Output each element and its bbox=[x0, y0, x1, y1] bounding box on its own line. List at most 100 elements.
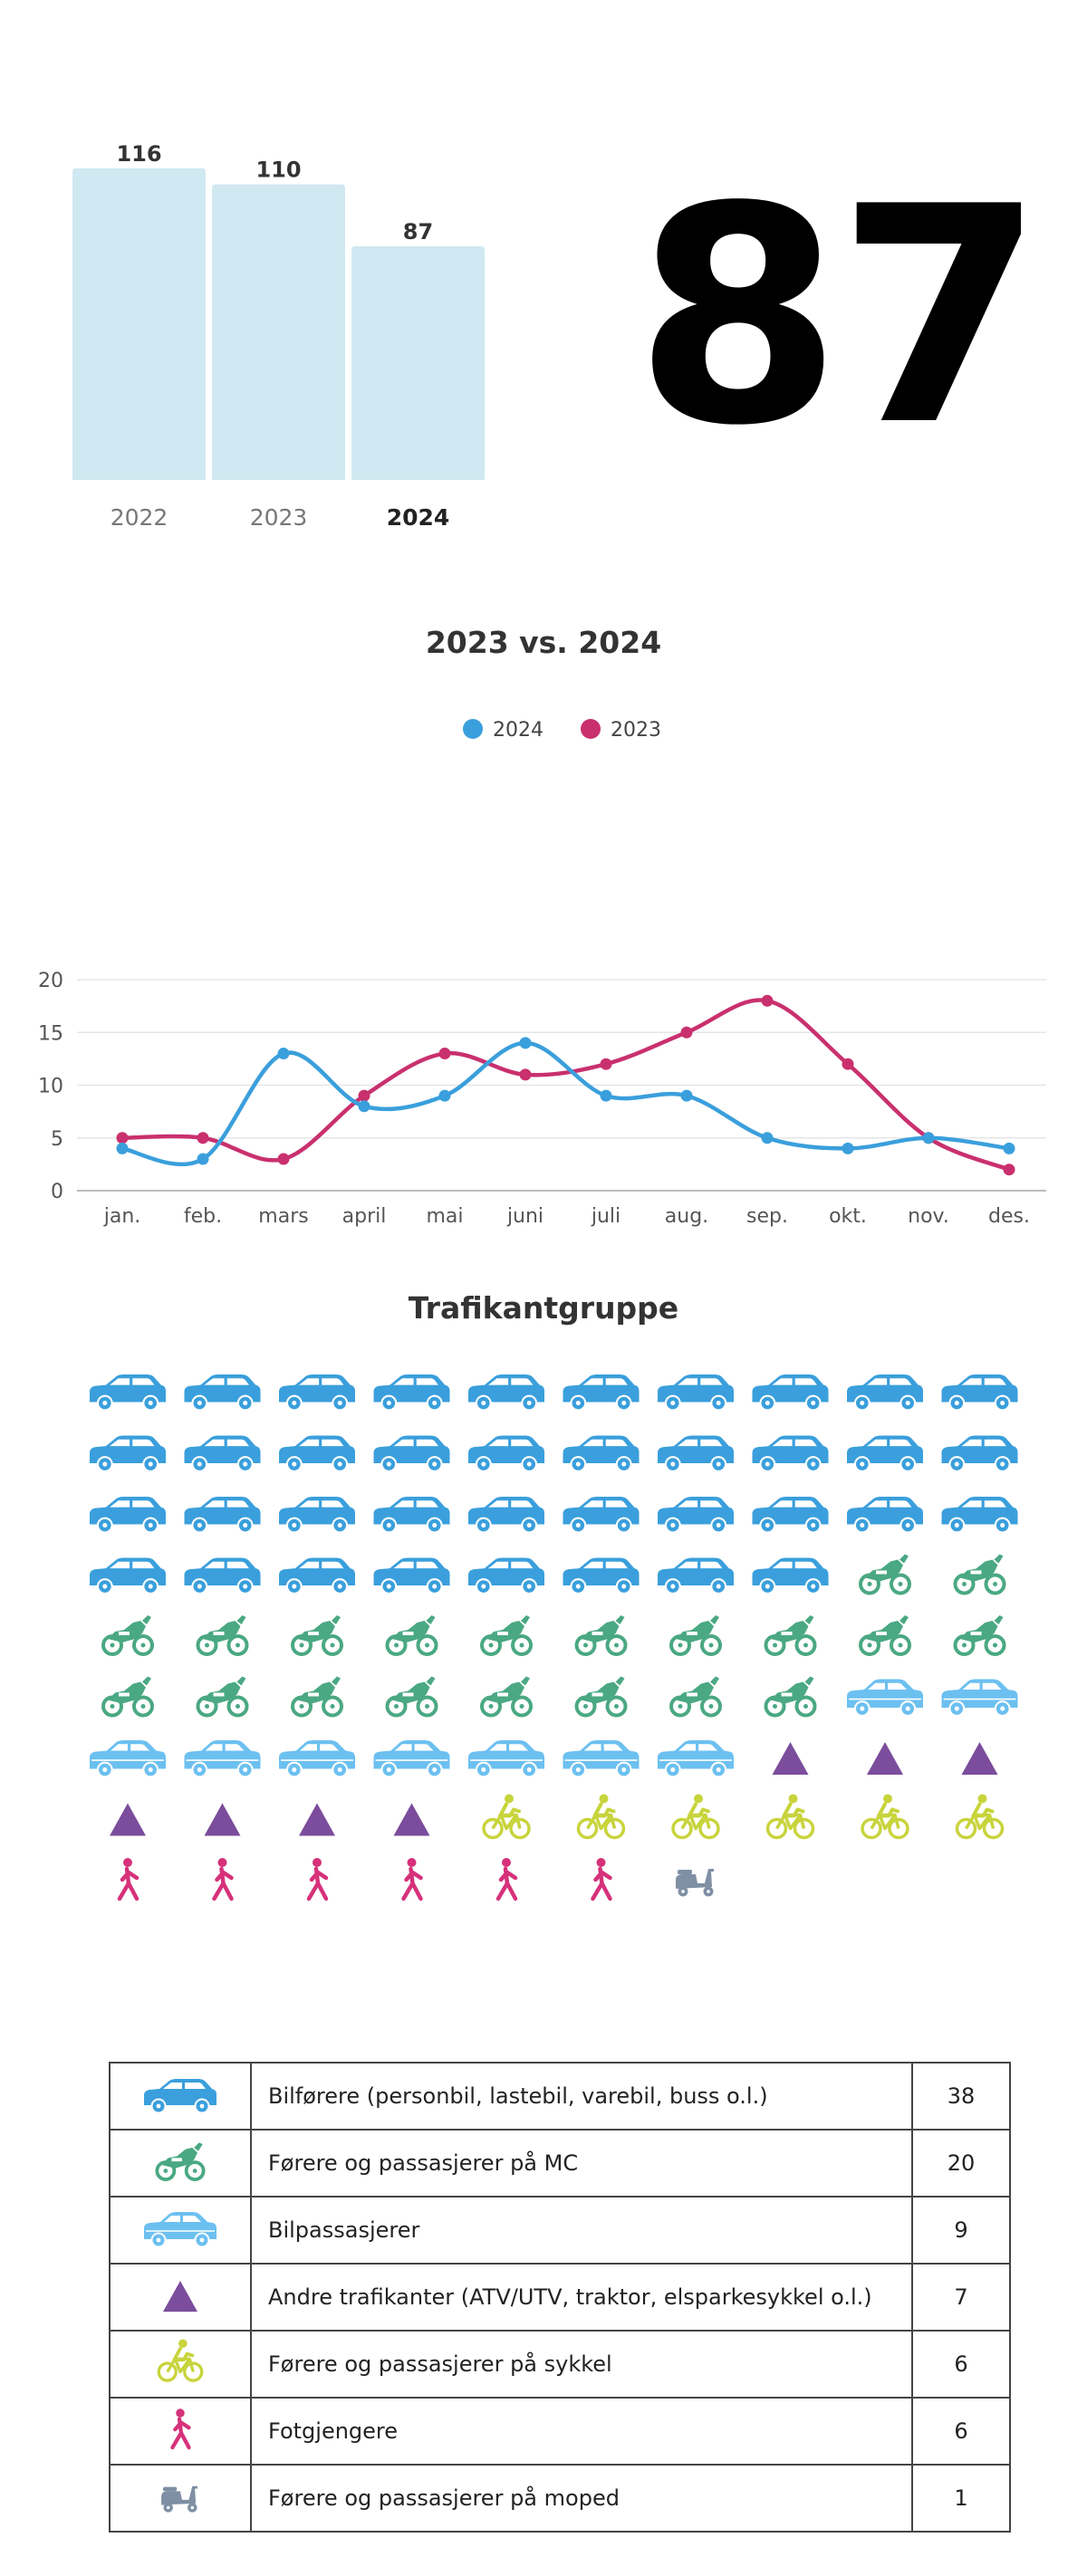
car-icon bbox=[658, 1374, 734, 1412]
table-label-cell: Fotgjengere bbox=[250, 2397, 913, 2466]
motorcycle-icon bbox=[101, 1676, 154, 1718]
point-2023-mars bbox=[277, 1153, 290, 1165]
passenger-car-icon bbox=[184, 1740, 261, 1778]
point-2024-juni bbox=[519, 1037, 532, 1049]
x-tick-label: juli bbox=[591, 1205, 620, 1228]
car-icon bbox=[847, 1497, 923, 1534]
car-icon bbox=[184, 1435, 261, 1472]
car-icon bbox=[373, 1557, 450, 1594]
car-icon bbox=[90, 1557, 166, 1594]
point-2023-aug. bbox=[680, 1026, 693, 1039]
pedestrian-icon bbox=[591, 1858, 612, 1901]
table-icon-cell bbox=[109, 2196, 252, 2265]
motorcycle-icon bbox=[196, 1676, 249, 1718]
pedestrian-icon bbox=[117, 1858, 139, 1901]
legend-label-2023: 2023 bbox=[611, 719, 661, 742]
bar-2024 bbox=[351, 245, 485, 480]
other-icon bbox=[299, 1803, 335, 1836]
bicycle-icon bbox=[482, 1794, 531, 1840]
table-icon-cell bbox=[109, 2263, 252, 2332]
other-icon bbox=[961, 1742, 998, 1775]
bar-category-label: 2022 bbox=[111, 504, 168, 531]
x-tick-label: aug. bbox=[665, 1205, 708, 1228]
y-tick-label: 15 bbox=[38, 1022, 63, 1045]
motorcycle-icon bbox=[101, 1615, 154, 1656]
table-row: Førere og passasjerer på MC 20 bbox=[109, 2129, 1011, 2198]
table-icon bbox=[161, 2485, 198, 2514]
y-tick-label: 20 bbox=[38, 970, 63, 992]
bicycle-icon bbox=[671, 1794, 720, 1840]
car-icon bbox=[144, 2079, 216, 2114]
point-2023-juni bbox=[519, 1068, 532, 1081]
x-tick-label: des. bbox=[988, 1205, 1030, 1228]
motorcycle-icon bbox=[480, 1676, 533, 1718]
passenger-car-icon bbox=[941, 1679, 1018, 1717]
car-icon bbox=[658, 1435, 734, 1472]
table-count-cell: 38 bbox=[911, 2062, 1011, 2131]
point-2023-juli bbox=[600, 1058, 612, 1070]
bar-value-label: 110 bbox=[255, 158, 301, 183]
moped-icon bbox=[676, 1869, 715, 1898]
other-icon bbox=[163, 2280, 197, 2313]
bicycle-icon bbox=[765, 1794, 815, 1840]
car-icon bbox=[468, 1497, 544, 1534]
point-2023-mai bbox=[438, 1048, 451, 1060]
table-row: Førere og passasjerer på sykkel 6 bbox=[109, 2330, 1011, 2399]
table-row: Andre trafikanter (ATV/UTV, traktor, els… bbox=[109, 2263, 1011, 2332]
passenger-car-icon bbox=[373, 1740, 450, 1778]
x-tick-label: sep. bbox=[746, 1205, 788, 1228]
motorcycle-icon bbox=[480, 1615, 533, 1656]
table-icon bbox=[155, 2142, 206, 2181]
table-icon bbox=[144, 2212, 216, 2248]
point-2024-juli bbox=[600, 1089, 612, 1102]
point-2023-april bbox=[358, 1089, 370, 1102]
y-tick-label: 0 bbox=[51, 1181, 63, 1203]
car-icon bbox=[563, 1435, 640, 1472]
table-count-cell: 6 bbox=[911, 2330, 1011, 2399]
table-label-cell: Bilførere (personbil, lastebil, varebil,… bbox=[250, 2062, 913, 2131]
legend-marker-2024 bbox=[463, 719, 483, 739]
point-2023-okt. bbox=[842, 1058, 854, 1070]
pedestrian-icon bbox=[306, 1858, 329, 1901]
other-icon bbox=[867, 1742, 903, 1775]
table-row: Førere og passasjerer på moped 1 bbox=[109, 2464, 1011, 2533]
car-icon bbox=[658, 1497, 734, 1534]
pedestrian-icon bbox=[401, 1858, 423, 1901]
other-icon bbox=[110, 1803, 146, 1836]
point-2024-mars bbox=[277, 1048, 290, 1060]
car-icon bbox=[468, 1435, 544, 1472]
car-icon bbox=[752, 1374, 829, 1412]
table-label-cell: Førere og passasjerer på sykkel bbox=[250, 2330, 913, 2399]
x-tick-label: april bbox=[342, 1205, 387, 1228]
bicycle-icon bbox=[955, 1794, 1005, 1840]
y-tick-label: 10 bbox=[38, 1076, 63, 1098]
passenger-car-icon bbox=[144, 2212, 216, 2248]
point-2024-nov. bbox=[922, 1132, 935, 1144]
car-icon bbox=[563, 1557, 640, 1594]
motorcycle-icon bbox=[196, 1615, 249, 1656]
waffle-title: Trafikantgruppe bbox=[408, 1290, 679, 1326]
passenger-car-icon bbox=[658, 1740, 734, 1778]
car-icon bbox=[941, 1374, 1018, 1412]
car-icon bbox=[184, 1497, 261, 1534]
bar-category-label: 2024 bbox=[387, 504, 450, 531]
motorcycle-icon bbox=[385, 1676, 438, 1718]
motorcycle-icon bbox=[764, 1615, 817, 1656]
pedestrian-icon bbox=[495, 1858, 518, 1901]
bar-category-label: 2023 bbox=[250, 504, 308, 531]
series-line-2024 bbox=[120, 1040, 1012, 1167]
motorcycle-icon bbox=[291, 1676, 343, 1718]
bar-value-label: 87 bbox=[403, 219, 433, 244]
bicycle-icon bbox=[861, 1794, 909, 1840]
car-icon bbox=[468, 1557, 544, 1594]
x-tick-label: nov. bbox=[908, 1205, 949, 1228]
road-user-waffle-chart bbox=[90, 1374, 1018, 1901]
bar-2022 bbox=[72, 168, 206, 480]
car-icon bbox=[279, 1435, 355, 1472]
car-icon bbox=[563, 1374, 640, 1412]
car-icon bbox=[279, 1497, 355, 1534]
monthly-line-chart: 0 5 10 15 20 jan. feb. mars april mai juni juli aug.… bbox=[38, 719, 1046, 1228]
table-icon bbox=[170, 2408, 191, 2450]
table-row: Fotgjengere 6 bbox=[109, 2397, 1011, 2466]
car-icon bbox=[563, 1497, 640, 1534]
